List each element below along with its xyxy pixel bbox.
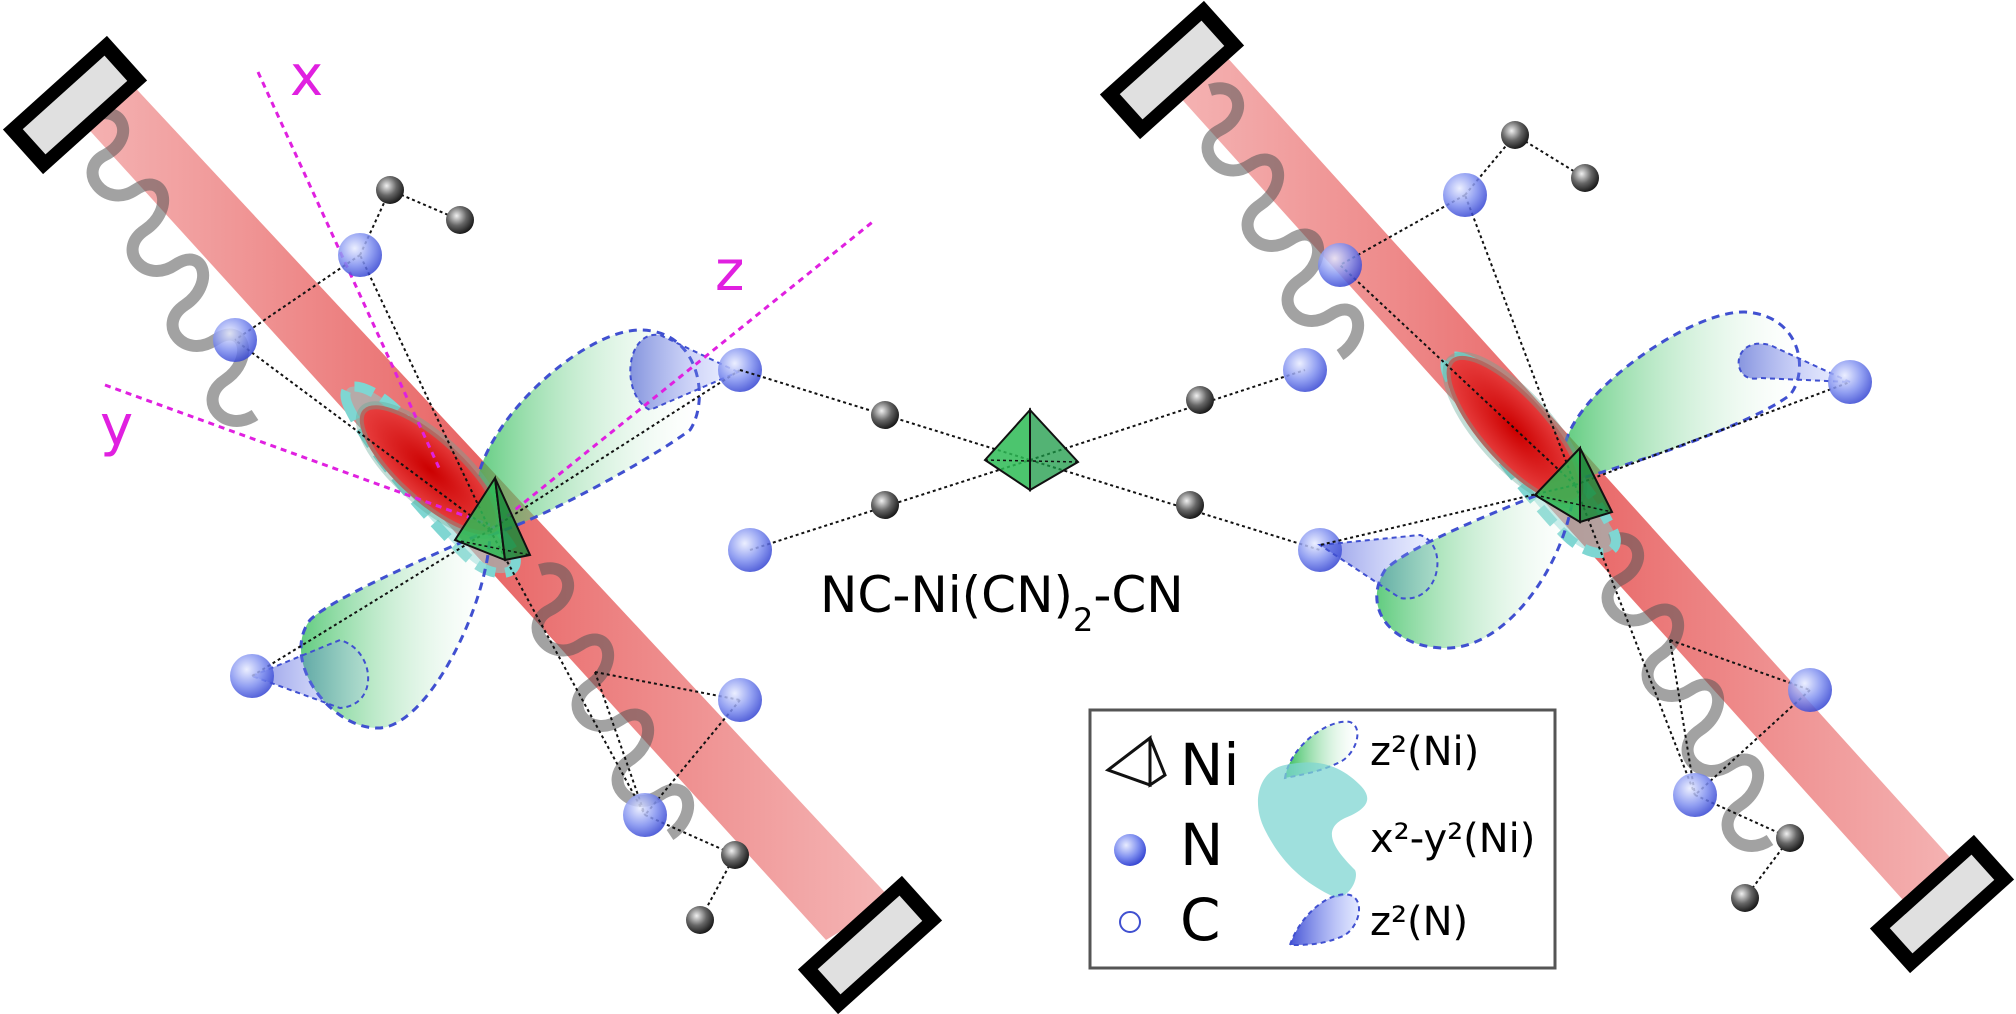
z-axis-line xyxy=(489,218,876,532)
nitrogen-atom xyxy=(213,318,257,362)
nitrogen-atom xyxy=(230,654,274,698)
nitrogen-atom xyxy=(1828,360,1872,404)
center-molecule: NC-Ni(CN)2-CN xyxy=(728,348,1342,639)
carbon-atom xyxy=(1776,824,1804,852)
carbon-atom xyxy=(446,206,474,234)
right-atoms xyxy=(1318,121,1872,912)
left-z2n-lobe-lower xyxy=(249,638,370,710)
legend-x2y2-ni-label: x²-y²(Ni) xyxy=(1370,816,1535,862)
left-cavity: x y z xyxy=(2,35,943,1014)
right-beam-wave-lower xyxy=(1601,532,1774,852)
nitrogen-atom xyxy=(1318,243,1362,287)
right-z2n-lobe-lower xyxy=(1317,533,1439,600)
right-z2-lobe-lower xyxy=(1375,477,1577,650)
right-cavity xyxy=(1099,0,2015,974)
left-atoms xyxy=(213,176,762,934)
legend-ni-label: Ni xyxy=(1180,731,1240,799)
legend-x2y2-ni-symbol xyxy=(1257,762,1368,898)
nitrogen-atom xyxy=(1443,173,1487,217)
nitrogen-atom xyxy=(1788,668,1832,712)
right-top-mirror xyxy=(1099,0,1245,140)
center-ni-pyramid xyxy=(983,407,1080,492)
legend-ni-symbol xyxy=(1104,734,1167,788)
legend-c-label: C xyxy=(1180,886,1221,954)
carbon-atom xyxy=(1176,491,1204,519)
left-top-mirror xyxy=(2,35,148,175)
molecule-formula-label: NC-Ni(CN)2-CN xyxy=(820,566,1184,639)
carbon-atom xyxy=(871,491,899,519)
carbon-atom xyxy=(686,906,714,934)
right-beam-wave xyxy=(1201,82,1364,360)
legend-z2-n-label: z²(N) xyxy=(1370,899,1468,945)
z-axis-label: z xyxy=(715,239,744,304)
carbon-atom xyxy=(376,176,404,204)
carbon-atom xyxy=(1571,164,1599,192)
left-ni-pyramid xyxy=(453,475,532,562)
y-axis-line xyxy=(104,383,491,527)
legend-n-label: N xyxy=(1180,811,1223,879)
nitrogen-atom xyxy=(728,528,772,572)
carbon-atom xyxy=(1186,386,1214,414)
legend-nitrogen-symbol xyxy=(1114,834,1146,866)
x-axis-label: x xyxy=(290,44,323,109)
left-z2n-lobe-upper xyxy=(629,333,741,412)
right-bottom-mirror xyxy=(1869,834,2015,974)
nitrogen-atom xyxy=(1298,528,1342,572)
nitrogen-atom xyxy=(1673,773,1717,817)
right-z2n-lobe-upper xyxy=(1737,342,1851,383)
carbon-atom xyxy=(721,841,749,869)
left-bottom-mirror xyxy=(797,875,943,1014)
y-axis-label: y xyxy=(100,394,133,459)
nitrogen-atom xyxy=(623,793,667,837)
carbon-atom xyxy=(871,401,899,429)
legend-carbon-symbol xyxy=(1119,911,1141,933)
nitrogen-atom xyxy=(1283,348,1327,392)
carbon-atom xyxy=(1731,884,1759,912)
legend-z2-ni-label: z²(Ni) xyxy=(1370,729,1479,775)
legend-z2-n-symbol xyxy=(1288,893,1360,947)
right-ni-pyramid xyxy=(1533,445,1614,524)
carbon-atom xyxy=(1501,121,1529,149)
legend: Ni N C z²(Ni) x²-y²(Ni) z²(N) xyxy=(1088,708,1557,970)
nitrogen-atom xyxy=(718,678,762,722)
right-z2-lobe-upper xyxy=(1562,310,1801,482)
x-axis-line xyxy=(256,71,442,471)
nitrogen-atom xyxy=(338,233,382,277)
